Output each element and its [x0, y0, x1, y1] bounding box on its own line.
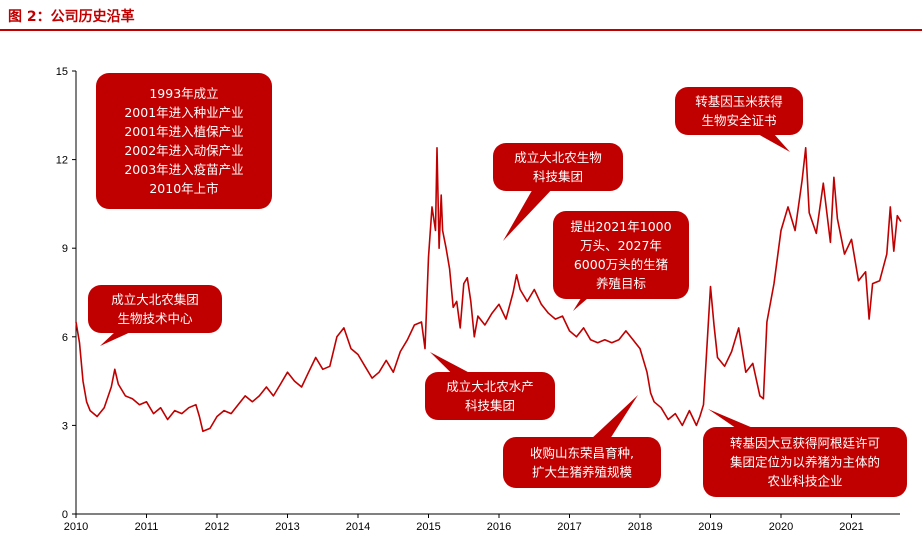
annotation-text: 科技集团 [533, 169, 583, 184]
annotation-text: 2010年上市 [149, 181, 218, 196]
annotation-text: 农业科技企业 [767, 474, 842, 489]
annotation-text: 集团定位为以养猪为主体的 [730, 455, 880, 470]
y-tick-label: 3 [62, 420, 68, 432]
x-tick-label: 2011 [135, 521, 159, 533]
callout-box [553, 211, 689, 299]
annotation-text: 转基因大豆获得阿根廷许可 [730, 436, 880, 451]
annotation-text: 科技集团 [465, 398, 515, 413]
annotation-text: 2002年进入动保产业 [124, 143, 243, 158]
x-tick-label: 2010 [64, 521, 88, 533]
callout-box [425, 372, 555, 420]
x-tick-label: 2018 [628, 521, 652, 533]
x-tick-label: 2013 [275, 521, 299, 533]
annotation-text: 6000万头的生猪 [574, 257, 668, 272]
y-tick-label: 9 [62, 243, 68, 255]
figure-title: 图 2：公司历史沿革 [8, 9, 135, 25]
annotation-text: 2001年进入种业产业 [124, 105, 243, 120]
callout-box [88, 285, 222, 333]
callout-box [493, 143, 623, 191]
annotation-callout: 收购山东荣昌育种, 扩大生猪养殖规模 [503, 395, 661, 488]
x-tick-label: 2019 [698, 521, 722, 533]
y-tick-label: 6 [62, 332, 68, 344]
annotation-text: 2003年进入疫苗产业 [124, 162, 243, 177]
annotation-text: 成立大北农生物 [514, 150, 602, 165]
x-tick-label: 2015 [416, 521, 440, 533]
callout-box [675, 87, 803, 135]
x-tick-label: 2012 [205, 521, 229, 533]
callout-box [703, 427, 907, 497]
annotation-text: 养殖目标 [596, 276, 646, 291]
annotation-text: 扩大生猪养殖规模 [532, 465, 633, 480]
annotation-text: 成立大北农水产 [446, 379, 534, 394]
y-tick-label: 0 [62, 509, 68, 521]
y-tick-label: 12 [56, 155, 68, 167]
axes: 0 3 6 9 12 15 2010 2011 2012 2013 2014 2015 2016 2017… [56, 66, 900, 533]
header-divider [0, 29, 922, 31]
x-tick-label: 2014 [346, 521, 370, 533]
callout-box [96, 73, 272, 209]
price-series-line [75, 147, 902, 433]
figure-header: 图 2：公司历史沿革 [0, 0, 922, 31]
x-tick-label: 2021 [839, 521, 863, 533]
y-tick-label: 15 [56, 66, 68, 78]
annotations-layer: 1993年成立 2001年进入种业产业 2001年进入植保产业 2002年进入动保产业… [88, 73, 907, 497]
annotation-text: 提出2021年1000 [570, 219, 671, 234]
x-tick-label: 2020 [769, 521, 793, 533]
x-tick-label: 2016 [487, 521, 511, 533]
annotation-text: 收购山东荣昌育种, [530, 446, 634, 461]
annotation-text: 生物技术中心 [117, 311, 193, 326]
callout-box [503, 437, 661, 488]
x-tick-label: 2017 [557, 521, 581, 533]
annotation-text: 1993年成立 [149, 86, 218, 101]
annotation-text: 万头、2027年 [580, 238, 662, 253]
annotation-text: 成立大北农集团 [111, 292, 199, 307]
annotation-text: 生物安全证书 [701, 113, 776, 128]
annotation-text: 2001年进入植保产业 [124, 124, 243, 139]
annotation-callout: 1993年成立 2001年进入种业产业 2001年进入植保产业 2002年进入动保产业… [96, 73, 272, 209]
price-line-layer [75, 147, 902, 433]
annotation-text: 转基因玉米获得 [695, 94, 783, 109]
